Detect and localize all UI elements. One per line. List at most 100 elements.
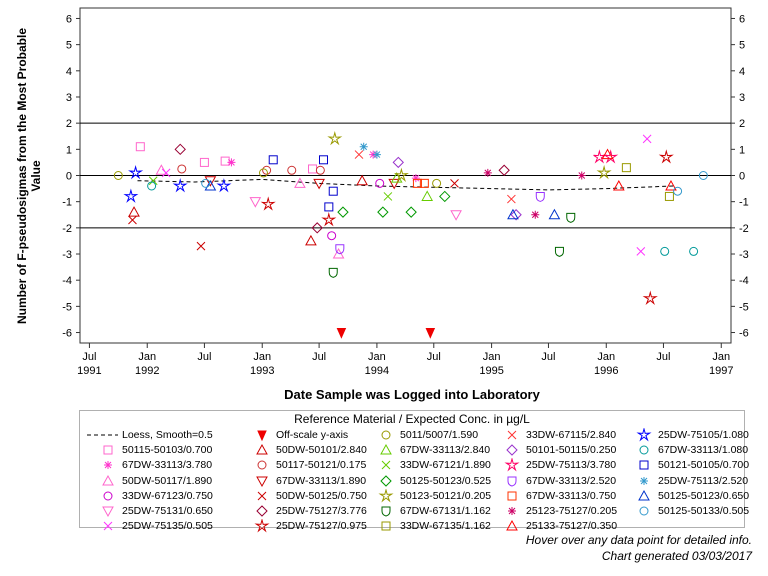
legend-swatch [257,460,267,470]
legend-label: 50DW-50125/0.750 [276,489,367,502]
legend-label: 67DW-33113/2.520 [526,474,617,487]
data-point [199,157,209,167]
data-point [642,290,658,305]
y-tick-label-left: 6 [66,13,72,25]
data-point [172,178,188,193]
data-point [356,174,368,186]
legend-swatch [102,474,114,486]
y-tick-label-left: -3 [62,249,72,261]
y-tick-label-right: 5 [739,40,745,52]
data-point [196,241,206,251]
legend-marker [103,445,113,455]
legend-marker [507,476,517,487]
data-point [412,178,422,188]
data-point [548,208,561,220]
x-tick-year-label: 1997 [709,365,733,377]
data-point [621,163,631,173]
legend-swatch [102,506,114,518]
legend-marker [639,460,649,470]
legend-swatch [256,444,268,455]
data-point [483,168,492,177]
legend-label: 50125-50123/0.525 [400,474,492,487]
data-point [308,164,317,174]
data-point [324,202,334,212]
legend-label: 33DW-67115/2.840 [526,429,617,441]
data-point [698,171,708,180]
legend-marker [103,491,113,501]
legend-swatch [380,474,392,487]
legend-marker [381,506,391,517]
legend-swatch [256,505,268,517]
data-point [147,181,157,191]
data-point [636,247,646,256]
legend-label: 50DW-50117/1.890 [122,474,213,487]
x-tick-label: Jan [138,351,156,363]
legend-label: 25DW-75113/2.520 [658,474,749,487]
x-tick-label: Jul [312,351,326,363]
data-point [337,206,349,218]
legend-swatch [103,521,113,531]
data-point [113,171,123,180]
data-point [393,167,409,182]
legend-swatch [639,460,649,470]
legend-marker [256,476,268,487]
legend-label: 67DW-33113/3.780 [122,459,213,472]
data-point [201,178,211,188]
legend-swatch [381,521,391,531]
data-point [311,222,323,234]
data-point [335,244,345,255]
legend-label: 50117-50121/0.175 [276,459,367,472]
data-point [665,179,677,191]
legend-marker [103,521,113,531]
legend-marker [639,506,649,516]
y-tick-label-right: 1 [739,144,745,156]
legend-label: Loess, Smooth=0.5 [122,429,213,441]
y-tick-label-right: -5 [739,301,749,313]
y-tick-label-left: -5 [62,301,72,313]
data-point [123,188,139,203]
legend-label: 50DW-50101/2.840 [276,444,367,457]
y-tick-label-left: 3 [66,92,72,104]
x-tick-year-label: 1995 [479,365,503,377]
legend-label: 25133-75127/0.350 [526,520,618,533]
data-point [161,168,171,178]
legend-swatch [381,430,391,440]
legend-swatch [381,506,391,517]
legend-marker [256,444,268,455]
data-point [305,234,317,246]
x-tick-label: Jan [712,351,730,363]
legend-label: 25DW-75113/3.780 [526,459,617,472]
x-tick-year-label: 1996 [594,365,618,377]
y-tick-label-left: -1 [62,197,72,209]
legend-swatch [257,430,267,442]
data-point [128,206,140,217]
legend-marker [639,445,649,455]
data-point [596,164,612,180]
legend-swatch [87,434,118,436]
legend-swatch [506,520,518,531]
legend-label: 50121-50105/0.700 [658,459,750,472]
legend-marker [381,521,391,531]
y-tick-label-right: 0 [739,171,745,183]
data-point [377,206,389,218]
data-point [507,208,519,220]
data-point [220,156,230,166]
legend-marker [378,488,394,503]
generated-date: Chart generated 03/03/2017 [601,549,752,563]
data-point [262,165,272,175]
y-tick-label-right: -1 [739,197,749,209]
legend-marker [504,458,520,472]
legend-marker [640,476,648,485]
data-point [658,149,674,164]
x-tick-label: Jul [427,351,441,363]
data-point [227,158,236,167]
data-point [507,194,516,204]
legend-label: 25DW-75131/0.650 [122,505,213,517]
legend-label: 33DW-67135/1.162 [400,520,491,533]
legend-label: 50101-50115/0.250 [526,444,617,457]
legend-title: Reference Material / Expected Conc. in µ… [294,412,530,426]
legend-label: 33DW-67121/1.890 [400,459,491,472]
data-point [411,174,420,183]
data-point [593,149,607,164]
reference-lines [80,122,731,229]
